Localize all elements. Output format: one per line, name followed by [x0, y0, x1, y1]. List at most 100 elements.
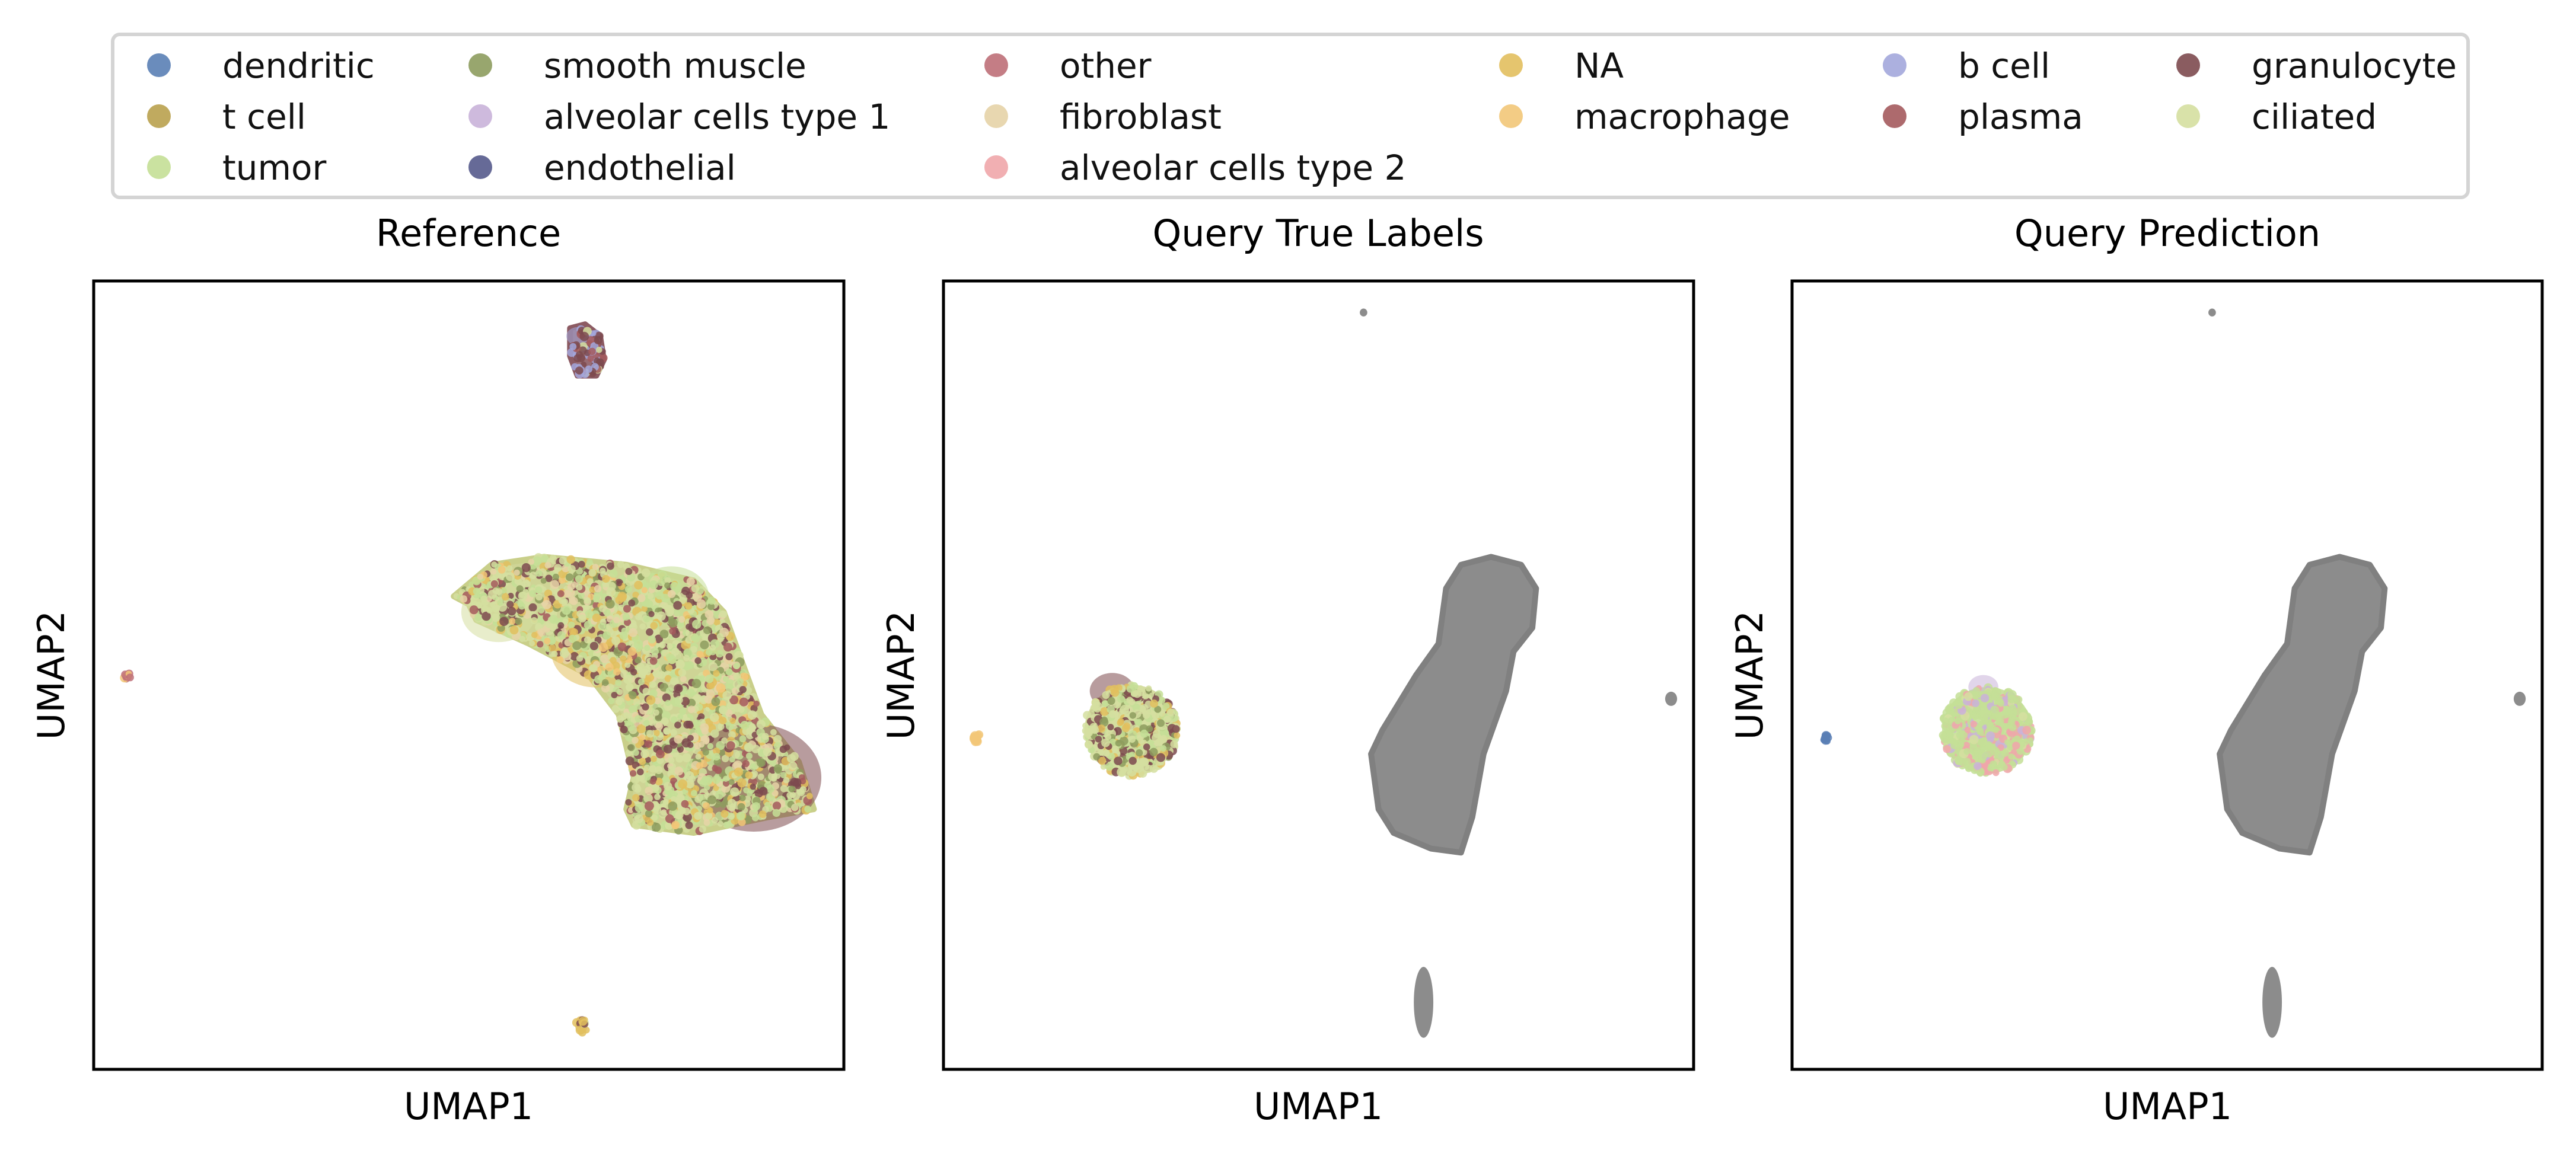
cell-point: [1149, 747, 1158, 756]
cell-cluster: [1939, 675, 2036, 777]
cell-point: [787, 754, 796, 763]
cell-point: [629, 770, 637, 777]
legend-label: granulocyte: [2252, 46, 2457, 86]
cell-point: [1137, 758, 1145, 766]
cell-point: [693, 719, 701, 727]
cell-point: [570, 597, 578, 605]
cell-point: [706, 616, 715, 625]
cell-point: [596, 358, 604, 367]
cell-point: [568, 634, 577, 643]
cell-point: [652, 670, 661, 678]
cell-point: [656, 611, 666, 621]
legend-label: plasma: [1958, 97, 2083, 137]
cell-point: [1150, 699, 1158, 708]
cell-point: [542, 600, 551, 609]
cell-point: [726, 679, 735, 689]
cell-point: [752, 802, 761, 811]
cell-point: [668, 757, 675, 764]
cell-point: [594, 336, 602, 344]
cell-point: [1985, 749, 1993, 758]
cell-point: [632, 749, 639, 756]
cell-point: [646, 695, 656, 705]
cell-point: [780, 772, 787, 778]
cell-point: [643, 772, 651, 781]
legend-marker: [1883, 104, 1907, 128]
legend-entry: dendritic: [147, 46, 375, 86]
cell-point: [699, 779, 707, 787]
cell-point: [508, 593, 514, 599]
cell-point: [1995, 717, 2004, 725]
cell-point: [716, 683, 726, 693]
cell-point: [665, 699, 671, 707]
cell-point: [1143, 743, 1150, 750]
cell-point: [632, 794, 640, 802]
cell-point: [576, 567, 584, 575]
cell-point: [798, 774, 805, 781]
cell-point: [695, 753, 702, 760]
cell-point: [609, 569, 618, 578]
cell-point: [703, 626, 712, 634]
cell-point: [636, 724, 646, 734]
cell-point: [624, 662, 631, 668]
cell-point: [617, 561, 624, 568]
cell-point: [670, 582, 679, 591]
cell-point: [624, 619, 632, 626]
legend-label: b cell: [1958, 46, 2050, 86]
cell-cluster: [451, 553, 822, 836]
cell-point: [514, 569, 520, 576]
cell-point: [1133, 689, 1142, 698]
cell-point: [678, 616, 686, 623]
cell-point: [1100, 763, 1107, 770]
legend-marker: [468, 53, 492, 77]
cell-point: [1101, 738, 1110, 747]
cell-point: [685, 636, 693, 644]
cell-point: [500, 587, 508, 593]
cell-point: [683, 812, 692, 822]
cell-point: [637, 768, 644, 775]
cell-point: [697, 713, 705, 720]
cell-point: [971, 737, 980, 746]
cell-point: [716, 650, 723, 658]
cell-point: [675, 755, 684, 763]
cell-point: [1140, 729, 1149, 738]
cell-point: [788, 785, 795, 793]
cell-point: [736, 811, 745, 820]
cell-point: [490, 568, 497, 575]
cell-point: [729, 695, 739, 705]
cell-point: [728, 779, 735, 785]
cell-point: [545, 574, 553, 582]
cell-point: [663, 745, 672, 754]
legend-marker: [147, 53, 171, 77]
cell-point: [749, 763, 757, 771]
cell-point: [1941, 722, 1949, 730]
cell-point: [584, 670, 594, 680]
cell-point: [674, 721, 681, 729]
cell-point: [711, 817, 718, 824]
cell-point: [486, 607, 493, 614]
cell-point: [712, 753, 720, 761]
cell-point: [671, 716, 678, 723]
cell-point: [611, 692, 618, 698]
cell-point: [1954, 717, 1962, 724]
cell-point: [629, 691, 637, 699]
cell-point: [1163, 715, 1171, 723]
cell-point: [806, 793, 813, 800]
cell-point: [665, 664, 673, 672]
cell-point: [566, 555, 575, 564]
cell-point: [702, 749, 709, 756]
cell-point: [772, 801, 782, 810]
cell-cluster: [2513, 691, 2526, 706]
legend-marker: [1499, 104, 1523, 128]
cell-point: [737, 778, 747, 788]
cell-point: [604, 609, 611, 616]
cell-point: [578, 561, 585, 568]
cell-point: [562, 605, 571, 615]
cell-point: [1157, 719, 1165, 727]
cell-point: [664, 675, 672, 682]
cell-point: [1142, 711, 1150, 719]
legend-label: macrophage: [1574, 97, 1790, 137]
cell-point: [507, 606, 517, 616]
cell-point: [540, 577, 547, 584]
cell-point: [615, 679, 622, 686]
